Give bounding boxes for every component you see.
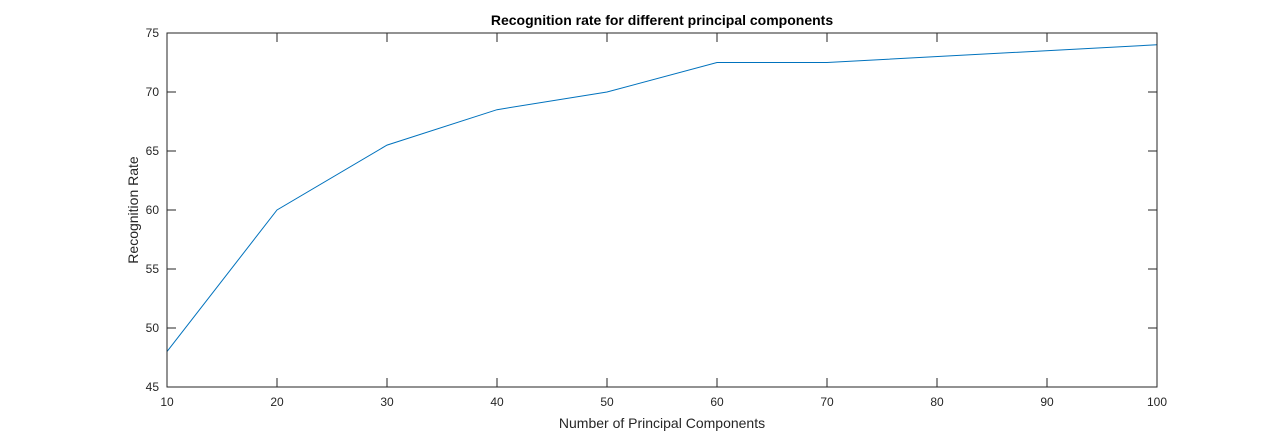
y-tick-label: 55 <box>146 262 160 276</box>
x-tick-label: 20 <box>270 395 284 409</box>
x-tick-label: 80 <box>930 395 944 409</box>
y-tick-label: 75 <box>146 26 160 40</box>
x-tick-label: 10 <box>160 395 174 409</box>
ticks-layer: 10 20 30 40 50 60 70 80 90 100 45 50 55 60 65 70 75 <box>146 26 1168 409</box>
x-tick-label: 40 <box>490 395 504 409</box>
y-tick-label: 50 <box>146 321 160 335</box>
x-tick-label: 50 <box>600 395 614 409</box>
x-tick-label: 90 <box>1040 395 1054 409</box>
y-axis-label: Recognition Rate <box>125 156 141 264</box>
x-tick-label: 100 <box>1147 395 1167 409</box>
chart-title: Recognition rate for different principal… <box>491 12 833 28</box>
plot-frame <box>166 32 1158 388</box>
series-layer <box>166 44 1158 352</box>
x-axis-label: Number of Principal Components <box>559 415 765 431</box>
y-tick-label: 60 <box>146 203 160 217</box>
series-line <box>166 44 1158 352</box>
y-tick-label: 70 <box>146 85 160 99</box>
plot-background <box>167 33 1157 387</box>
x-tick-label: 70 <box>820 395 834 409</box>
y-tick-label: 65 <box>146 144 160 158</box>
y-tick-label: 45 <box>146 380 160 394</box>
x-tick-label: 60 <box>710 395 724 409</box>
x-tick-label: 30 <box>380 395 394 409</box>
